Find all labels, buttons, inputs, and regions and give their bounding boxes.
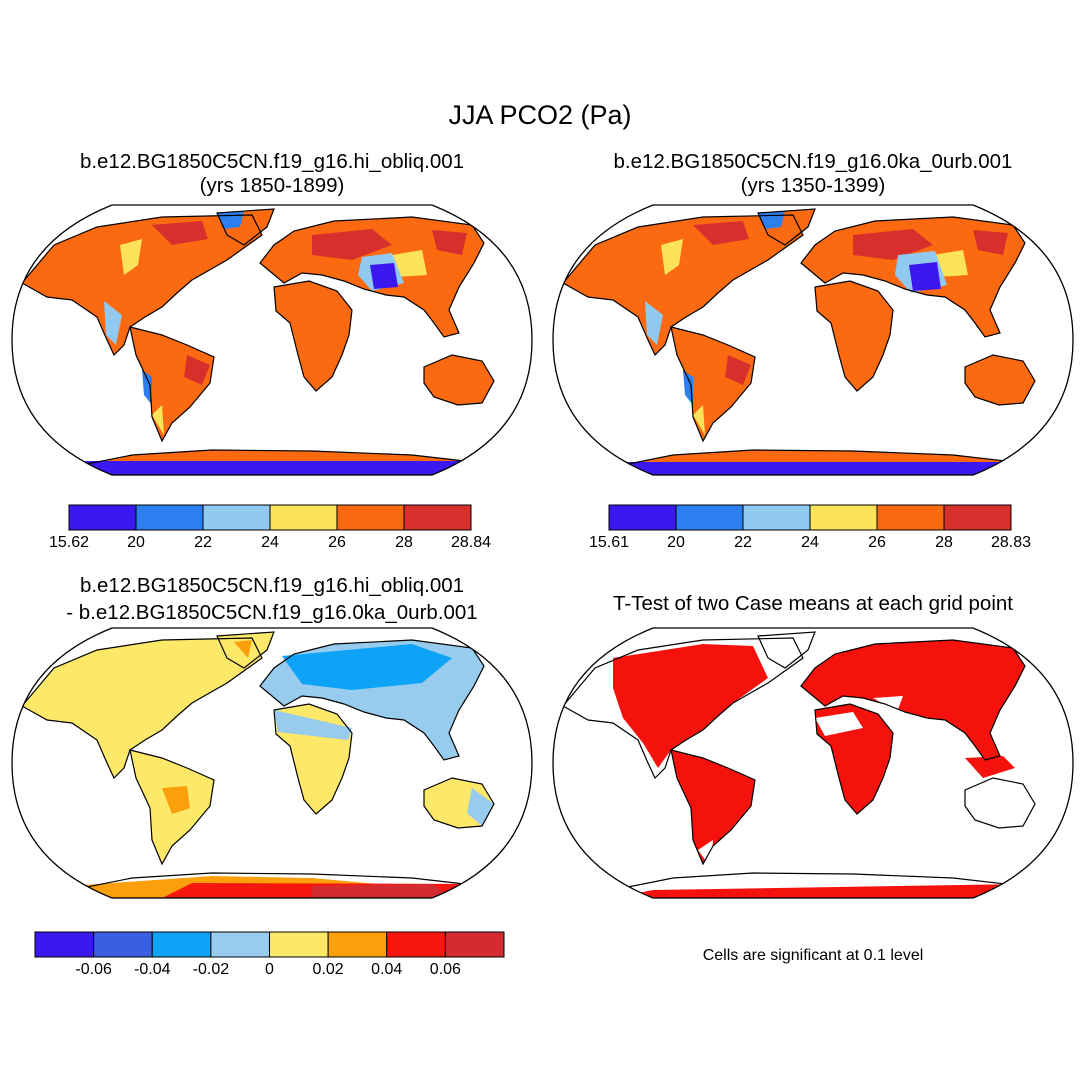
panel1-title-line1: b.e12.BG1850C5CN.f19_g16.hi_obliq.001 bbox=[79, 150, 465, 173]
colorbar-tick-label: 20 bbox=[127, 534, 145, 551]
colorbar-tick-label: 24 bbox=[801, 534, 819, 551]
colorbar-segment bbox=[210, 931, 270, 958]
map-panel-difference bbox=[11, 627, 533, 899]
colorbar-segment bbox=[943, 504, 1012, 531]
colorbar-segment bbox=[93, 931, 153, 958]
map-panel-hi-obliq bbox=[11, 204, 533, 476]
panel2-title-line2: (yrs 1350-1399) bbox=[740, 174, 886, 197]
colorbar-segment bbox=[135, 504, 204, 531]
colorbar-hi-obliq bbox=[68, 504, 472, 531]
colorbar-segment bbox=[809, 504, 878, 531]
colorbar-segment bbox=[202, 504, 271, 531]
panel2-title-line1: b.e12.BG1850C5CN.f19_g16.0ka_0urb.001 bbox=[613, 150, 1013, 173]
colorbar-segment bbox=[68, 504, 137, 531]
colorbar-tick-label: 26 bbox=[328, 534, 346, 551]
colorbar-segment bbox=[336, 504, 405, 531]
colorbar-tick-label: 20 bbox=[667, 534, 685, 551]
colorbar-tick-label: 0.04 bbox=[371, 961, 403, 978]
colorbar-tick-label: 28.83 bbox=[990, 534, 1032, 551]
panel1-title-line2: (yrs 1850-1899) bbox=[199, 174, 345, 197]
colorbar-segment bbox=[269, 504, 338, 531]
significance-note: Cells are significant at 0.1 level bbox=[702, 947, 924, 964]
colorbar-segment bbox=[608, 504, 677, 531]
colorbar-tick-label: 28 bbox=[935, 534, 953, 551]
colorbar-tick-label: 28 bbox=[395, 534, 413, 551]
colorbar-tick-label: 22 bbox=[194, 534, 212, 551]
colorbar-tick-label: -0.06 bbox=[75, 961, 112, 978]
colorbar-segment bbox=[34, 931, 95, 958]
colorbar-tick-label: 22 bbox=[734, 534, 752, 551]
map-panel-0ka-0urb bbox=[552, 204, 1074, 476]
colorbar-tick-label: 0.06 bbox=[429, 961, 461, 978]
colorbar-tick-label: 28.84 bbox=[450, 534, 492, 551]
colorbar-0ka-0urb bbox=[608, 504, 1012, 531]
colorbar-segment bbox=[444, 931, 505, 958]
colorbar-segment bbox=[675, 504, 744, 531]
colorbar-segment bbox=[151, 931, 212, 958]
colorbar-segment bbox=[742, 504, 811, 531]
colorbar-tick-label: 15.62 bbox=[48, 534, 90, 551]
colorbar-segment bbox=[403, 504, 472, 531]
colorbar-tick-label: 24 bbox=[261, 534, 279, 551]
colorbar-segment bbox=[327, 931, 388, 958]
colorbar-tick-label: 15.61 bbox=[588, 534, 630, 551]
panel4-title: T-Test of two Case means at each grid po… bbox=[613, 592, 1013, 615]
map-panel-ttest bbox=[552, 627, 1074, 899]
colorbar-segment bbox=[386, 931, 446, 958]
colorbar-tick-label: -0.02 bbox=[192, 961, 230, 978]
colorbar-segment bbox=[269, 931, 329, 958]
colorbar-tick-label: 0.02 bbox=[312, 961, 344, 978]
colorbar-segment bbox=[876, 504, 945, 531]
colorbar-difference bbox=[34, 931, 505, 958]
panel3-title-line1: b.e12.BG1850C5CN.f19_g16.hi_obliq.001 bbox=[79, 574, 465, 597]
colorbar-tick-label: -0.04 bbox=[134, 961, 171, 978]
panel3-title-line2: - b.e12.BG1850C5CN.f19_g16.0ka_0urb.001 bbox=[66, 601, 478, 624]
colorbar-tick-label: 26 bbox=[868, 534, 886, 551]
main-title: JJA PCO2 (Pa) bbox=[448, 100, 632, 130]
colorbar-tick-label: 0 bbox=[265, 961, 274, 978]
